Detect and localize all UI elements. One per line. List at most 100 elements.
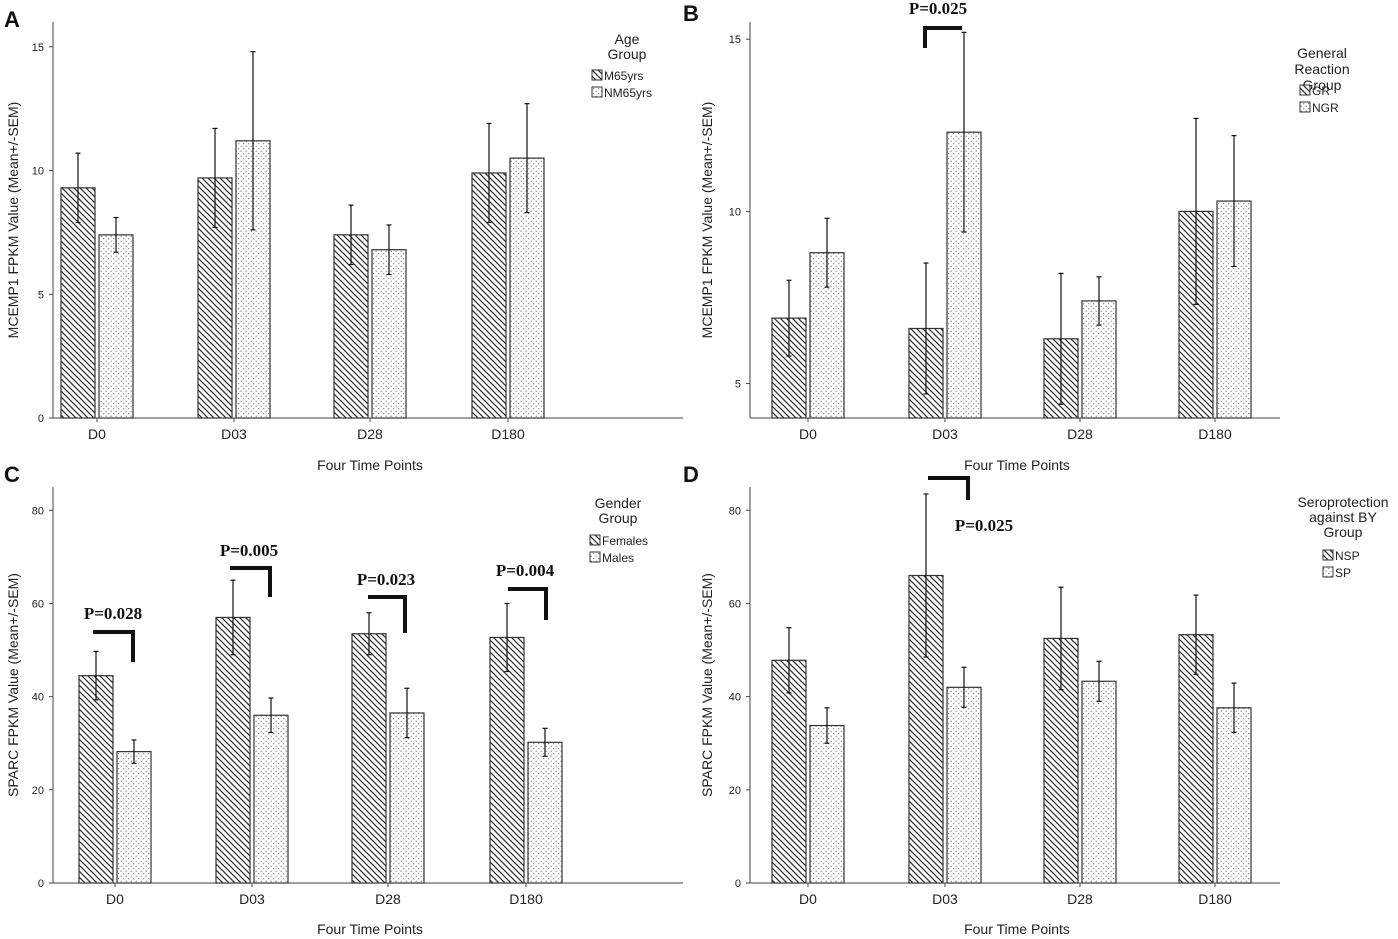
y-tick-label: 80 bbox=[729, 505, 741, 517]
legend-title-line: Group bbox=[608, 46, 647, 62]
y-tick-label: 40 bbox=[729, 692, 741, 704]
legend-title-line: Group bbox=[599, 510, 638, 526]
x-tick-label: D0 bbox=[799, 891, 817, 907]
bar-males-d0 bbox=[116, 751, 152, 884]
x-tick-label: D28 bbox=[375, 891, 401, 907]
legend-swatch-females bbox=[589, 534, 601, 546]
y-tick-label: 15 bbox=[32, 42, 44, 54]
y-tick-label: 5 bbox=[735, 379, 741, 391]
x-tick-label: D28 bbox=[1067, 426, 1093, 442]
chart-panel-A: A 0 5 10 15 MCEMP1 FPKM Value (Mean+/-SEM) Fou… bbox=[4, 7, 683, 473]
y-axis-title: SPARC FPKM Value (Mean+/-SEM) bbox=[5, 573, 21, 797]
y-tick-label: 20 bbox=[729, 785, 741, 797]
x-tick-label: D180 bbox=[1198, 891, 1232, 907]
panel-letter: A bbox=[4, 7, 20, 32]
y-tick-label: 0 bbox=[38, 878, 44, 890]
bar-nm65yrs-d0 bbox=[98, 234, 134, 419]
p-value-label: P=0.023 bbox=[357, 570, 415, 589]
legend-title-line: Seroprotection bbox=[1297, 494, 1388, 510]
legend-label-m65yrs: M65yrs bbox=[604, 69, 643, 83]
y-tick-label: 15 bbox=[729, 34, 741, 46]
significance-bracket bbox=[928, 476, 970, 500]
bar-sp-d180 bbox=[1216, 707, 1252, 884]
p-value-label: P=0.025 bbox=[955, 516, 1013, 535]
x-tick-label: D180 bbox=[1198, 426, 1232, 442]
legend-title-line: Gender bbox=[595, 495, 642, 511]
legend-title-line: Group bbox=[1303, 77, 1342, 93]
x-tick-label: D03 bbox=[239, 891, 265, 907]
bar-females-d03 bbox=[215, 616, 251, 884]
legend-label-males: Males bbox=[602, 551, 634, 565]
legend-label-sp: SP bbox=[1335, 566, 1351, 580]
y-axis-title: MCEMP1 FPKM Value (Mean+/-SEM) bbox=[699, 102, 715, 339]
x-tick-label: D0 bbox=[799, 426, 817, 442]
legend-title-line: against BY bbox=[1309, 509, 1377, 525]
legend-title-line: Reaction bbox=[1294, 61, 1349, 77]
x-axis-title: Four Time Points bbox=[317, 921, 423, 937]
significance-bracket bbox=[923, 26, 962, 48]
bar-sp-d28 bbox=[1081, 680, 1117, 884]
y-tick-label: 10 bbox=[729, 206, 741, 218]
bar-females-d180 bbox=[489, 636, 525, 884]
y-tick-label: 5 bbox=[38, 289, 44, 301]
bar-males-d03 bbox=[253, 714, 289, 884]
p-value-label: P=0.004 bbox=[496, 561, 555, 580]
significance-bracket bbox=[508, 587, 548, 620]
legend-swatch-gr bbox=[1299, 84, 1311, 96]
bar-females-d28 bbox=[351, 633, 387, 884]
legend-title-line: Age bbox=[615, 31, 640, 47]
y-tick-label: 0 bbox=[735, 878, 741, 890]
legend-swatch-males bbox=[589, 551, 601, 563]
legend-title-line: Group bbox=[1324, 524, 1363, 540]
legend-swatch-nm65yrs bbox=[591, 86, 603, 98]
bar-females-d0 bbox=[78, 675, 114, 884]
legend-swatch-ngr bbox=[1299, 101, 1311, 113]
panel-letter: D bbox=[683, 462, 699, 487]
x-axis-title: Four Time Points bbox=[317, 457, 423, 473]
x-tick-label: D03 bbox=[932, 426, 958, 442]
legend-swatch-sp bbox=[1322, 566, 1334, 578]
y-tick-label: 60 bbox=[729, 598, 741, 610]
significance-bracket bbox=[230, 566, 272, 597]
p-value-label: P=0.028 bbox=[84, 604, 142, 623]
y-tick-label: 80 bbox=[32, 505, 44, 517]
legend-label-nsp: NSP bbox=[1335, 549, 1360, 563]
x-tick-label: D180 bbox=[491, 426, 525, 442]
x-tick-label: D03 bbox=[932, 891, 958, 907]
y-axis-title: SPARC FPKM Value (Mean+/-SEM) bbox=[699, 573, 715, 797]
y-tick-label: 0 bbox=[38, 413, 44, 425]
legend-label-nm65yrs: NM65yrs bbox=[604, 86, 652, 100]
y-tick-label: 40 bbox=[32, 692, 44, 704]
legend-label-ngr: NGR bbox=[1312, 101, 1339, 115]
bar-males-d28 bbox=[389, 712, 425, 884]
x-tick-label: D0 bbox=[106, 891, 124, 907]
y-tick-label: 60 bbox=[32, 598, 44, 610]
y-tick-label: 20 bbox=[32, 785, 44, 797]
legend-swatch-m65yrs bbox=[591, 69, 603, 81]
y-axis-title: MCEMP1 FPKM Value (Mean+/-SEM) bbox=[5, 102, 21, 339]
significance-bracket bbox=[368, 595, 407, 633]
x-tick-label: D0 bbox=[88, 426, 106, 442]
bar-sp-d0 bbox=[809, 724, 845, 884]
legend-label-gr: GR bbox=[1312, 84, 1330, 98]
x-tick-label: D28 bbox=[357, 426, 383, 442]
x-tick-label: D28 bbox=[1067, 891, 1093, 907]
chart-panel-C: C 0 20 40 60 80 SPARC FPKM Value (Mean+/-SEM) F… bbox=[4, 462, 683, 937]
bar-m65yrs-d0 bbox=[60, 187, 96, 419]
p-value-label: P=0.005 bbox=[220, 541, 278, 560]
bar-nsp-d0 bbox=[771, 659, 807, 884]
bar-sp-d03 bbox=[946, 686, 982, 884]
chart-panel-B: B 5 10 15 MCEMP1 FPKM Value (Mean+/-SEM) Four… bbox=[683, 0, 1350, 473]
bar-males-d180 bbox=[527, 741, 563, 884]
legend-swatch-nsp bbox=[1322, 549, 1334, 561]
panel-letter: B bbox=[683, 1, 699, 26]
x-axis-title: Four Time Points bbox=[964, 457, 1070, 473]
x-tick-label: D180 bbox=[509, 891, 543, 907]
panel-letter: C bbox=[4, 462, 20, 487]
